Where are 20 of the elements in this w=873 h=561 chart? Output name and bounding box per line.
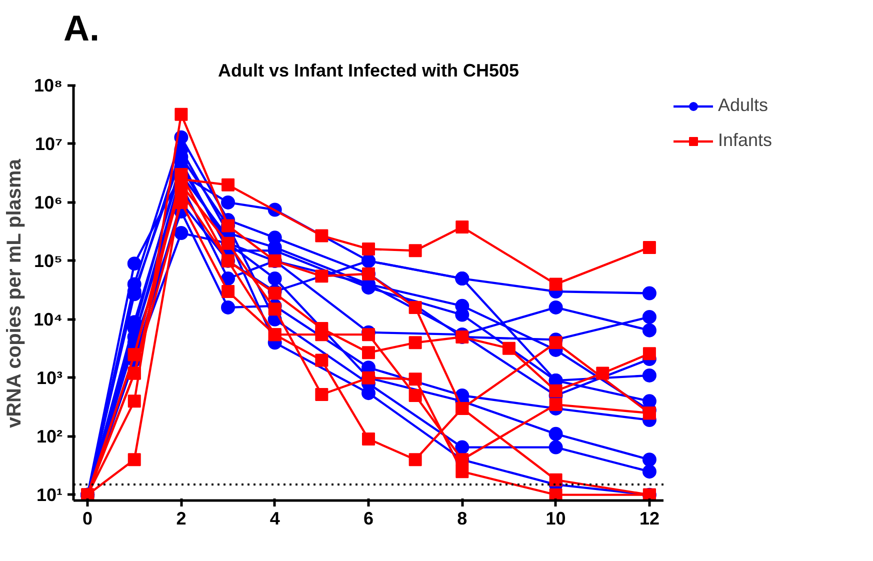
chart-title: Adult vs Infant Infected with CH505 bbox=[218, 60, 520, 80]
x-tick-label: 10 bbox=[546, 508, 566, 528]
y-tick-label: 10³ bbox=[36, 368, 63, 388]
y-tick-label: 10¹ bbox=[36, 484, 63, 505]
legend-label: Adults bbox=[718, 95, 768, 116]
y-tick-label: 10⁴ bbox=[34, 309, 63, 330]
y-axis-title: vRNA copies per mL plasma bbox=[4, 158, 26, 428]
y-tick-label: 10⁶ bbox=[34, 192, 63, 212]
x-tick-label: 2 bbox=[176, 508, 186, 528]
x-tick-label: 4 bbox=[270, 508, 280, 528]
x-tick-label: 12 bbox=[639, 508, 660, 528]
y-tick-label: 10⁷ bbox=[35, 134, 63, 154]
legend-label: Infants bbox=[718, 130, 772, 151]
y-tick-label: 10² bbox=[36, 426, 63, 446]
x-tick-label: 8 bbox=[457, 508, 468, 528]
x-tick-label: 6 bbox=[363, 508, 374, 528]
text: A. bbox=[64, 8, 100, 48]
y-tick-label: 10⁵ bbox=[34, 250, 63, 271]
y-tick-label: 10⁸ bbox=[34, 76, 62, 96]
x-tick-label: 0 bbox=[82, 508, 93, 528]
